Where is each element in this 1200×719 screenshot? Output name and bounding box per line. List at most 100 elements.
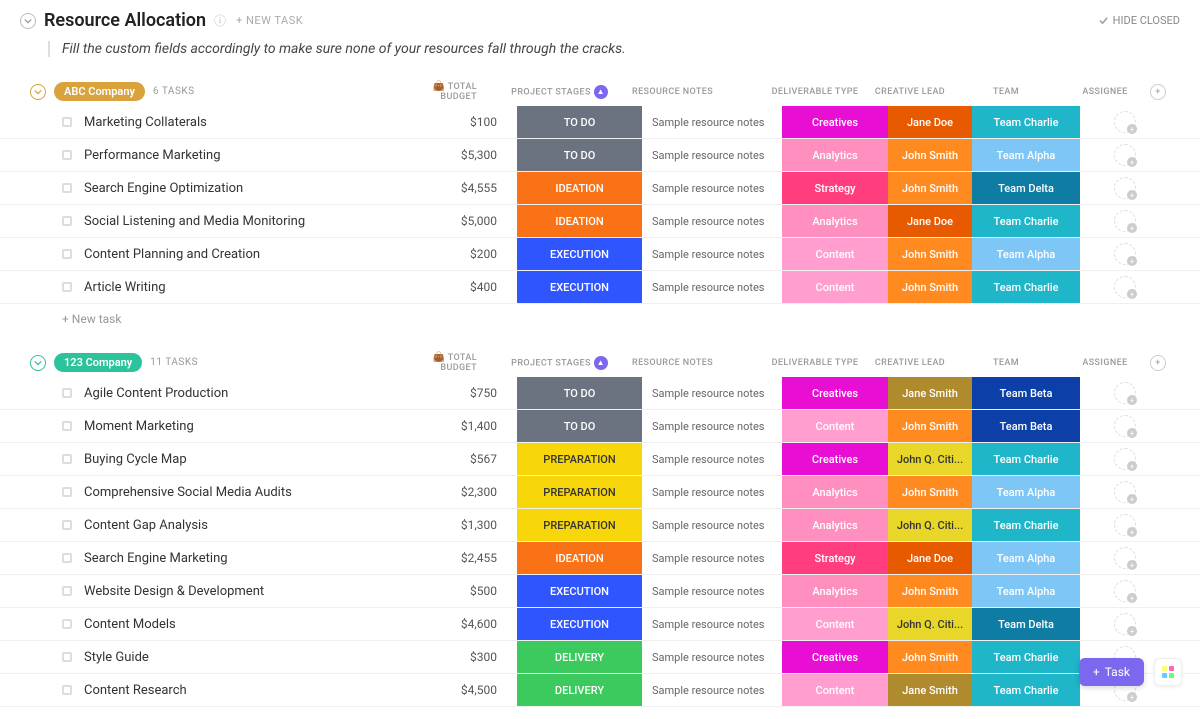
lead-pill[interactable]: John Smith — [888, 172, 972, 204]
task-budget[interactable]: $5,000 — [427, 205, 517, 237]
stage-pill[interactable]: IDEATION — [517, 205, 642, 237]
notes-cell[interactable]: Sample resource notes — [642, 238, 782, 270]
task-row[interactable]: Content Gap Analysis $1,300 PREPARATION … — [0, 509, 1200, 542]
status-checkbox[interactable] — [62, 216, 72, 226]
task-row[interactable]: Article Writing $400 EXECUTION Sample re… — [0, 271, 1200, 304]
assignee-cell[interactable] — [1080, 271, 1170, 303]
col-assignee[interactable]: ASSIGNEE — [1060, 358, 1150, 368]
task-name[interactable]: Content Planning and Creation — [84, 247, 260, 262]
assignee-cell[interactable] — [1080, 238, 1170, 270]
task-name[interactable]: Content Models — [84, 617, 176, 632]
notes-cell[interactable]: Sample resource notes — [642, 410, 782, 442]
assignee-cell[interactable] — [1080, 443, 1170, 475]
add-column[interactable]: + — [1150, 84, 1180, 100]
assignee-placeholder-icon[interactable] — [1114, 547, 1136, 569]
assignee-placeholder-icon[interactable] — [1114, 481, 1136, 503]
assignee-placeholder-icon[interactable] — [1114, 210, 1136, 232]
task-name[interactable]: Search Engine Optimization — [84, 181, 243, 196]
col-assignee[interactable]: ASSIGNEE — [1060, 87, 1150, 97]
team-pill[interactable]: Team Charlie — [972, 674, 1080, 706]
group-badge[interactable]: ABC Company — [54, 82, 145, 101]
task-budget[interactable]: $100 — [427, 106, 517, 138]
stage-pill[interactable]: PREPARATION — [517, 509, 642, 541]
task-row[interactable]: Agile Content Production $750 TO DO Samp… — [0, 377, 1200, 410]
lead-pill[interactable]: Jane Smith — [888, 674, 972, 706]
deliverable-pill[interactable]: Analytics — [782, 575, 888, 607]
lead-pill[interactable]: John Smith — [888, 139, 972, 171]
assignee-placeholder-icon[interactable] — [1114, 144, 1136, 166]
team-pill[interactable]: Team Alpha — [972, 238, 1080, 270]
status-checkbox[interactable] — [62, 183, 72, 193]
task-row[interactable]: Website Design & Development $500 EXECUT… — [0, 575, 1200, 608]
group-badge[interactable]: 123 Company — [54, 353, 142, 372]
col-notes[interactable]: RESOURCE NOTES — [622, 358, 762, 368]
status-checkbox[interactable] — [62, 652, 72, 662]
assignee-placeholder-icon[interactable] — [1114, 415, 1136, 437]
assignee-cell[interactable] — [1080, 608, 1170, 640]
team-pill[interactable]: Team Charlie — [972, 205, 1080, 237]
task-budget[interactable]: $567 — [427, 443, 517, 475]
task-row[interactable]: Comprehensive Social Media Audits $2,300… — [0, 476, 1200, 509]
deliverable-pill[interactable]: Content — [782, 608, 888, 640]
deliverable-pill[interactable]: Strategy — [782, 172, 888, 204]
stage-pill[interactable]: PREPARATION — [517, 476, 642, 508]
task-name[interactable]: Performance Marketing — [84, 148, 221, 163]
team-pill[interactable]: Team Alpha — [972, 139, 1080, 171]
stage-pill[interactable]: TO DO — [517, 139, 642, 171]
deliverable-pill[interactable]: Analytics — [782, 205, 888, 237]
lead-pill[interactable]: Jane Doe — [888, 542, 972, 574]
notes-cell[interactable]: Sample resource notes — [642, 641, 782, 673]
task-row[interactable]: Social Listening and Media Monitoring $5… — [0, 205, 1200, 238]
team-pill[interactable]: Team Beta — [972, 410, 1080, 442]
task-name[interactable]: Article Writing — [84, 280, 166, 295]
task-budget[interactable]: $5,300 — [427, 139, 517, 171]
status-checkbox[interactable] — [62, 421, 72, 431]
assignee-cell[interactable] — [1080, 476, 1170, 508]
stage-pill[interactable]: PREPARATION — [517, 443, 642, 475]
notes-cell[interactable]: Sample resource notes — [642, 377, 782, 409]
new-task-button[interactable]: + NEW TASK — [236, 14, 303, 27]
task-name[interactable]: Comprehensive Social Media Audits — [84, 485, 292, 500]
task-name[interactable]: Social Listening and Media Monitoring — [84, 214, 305, 229]
lead-pill[interactable]: John Smith — [888, 410, 972, 442]
assignee-cell[interactable] — [1080, 377, 1170, 409]
col-team[interactable]: TEAM — [952, 87, 1060, 97]
notes-cell[interactable]: Sample resource notes — [642, 172, 782, 204]
group-collapse-toggle[interactable] — [30, 84, 46, 100]
notes-cell[interactable]: Sample resource notes — [642, 139, 782, 171]
notes-cell[interactable]: Sample resource notes — [642, 608, 782, 640]
lead-pill[interactable]: Jane Doe — [888, 106, 972, 138]
status-checkbox[interactable] — [62, 388, 72, 398]
stage-pill[interactable]: EXECUTION — [517, 608, 642, 640]
deliverable-pill[interactable]: Content — [782, 674, 888, 706]
task-budget[interactable]: $4,500 — [427, 674, 517, 706]
deliverable-pill[interactable]: Analytics — [782, 476, 888, 508]
team-pill[interactable]: Team Alpha — [972, 542, 1080, 574]
stage-pill[interactable]: EXECUTION — [517, 575, 642, 607]
col-budget[interactable]: 👜TOTAL BUDGET — [407, 352, 497, 373]
lead-pill[interactable]: Jane Doe — [888, 205, 972, 237]
team-pill[interactable]: Team Charlie — [972, 443, 1080, 475]
notes-cell[interactable]: Sample resource notes — [642, 106, 782, 138]
team-pill[interactable]: Team Charlie — [972, 641, 1080, 673]
status-checkbox[interactable] — [62, 553, 72, 563]
create-task-fab[interactable]: + Task — [1079, 658, 1144, 686]
notes-cell[interactable]: Sample resource notes — [642, 674, 782, 706]
group-collapse-toggle[interactable] — [30, 355, 46, 371]
assignee-placeholder-icon[interactable] — [1114, 613, 1136, 635]
deliverable-pill[interactable]: Analytics — [782, 509, 888, 541]
deliverable-pill[interactable]: Creatives — [782, 106, 888, 138]
status-checkbox[interactable] — [62, 249, 72, 259]
task-budget[interactable]: $2,300 — [427, 476, 517, 508]
collapse-all-toggle[interactable] — [20, 13, 36, 29]
task-name[interactable]: Website Design & Development — [84, 584, 264, 599]
status-checkbox[interactable] — [62, 586, 72, 596]
notes-cell[interactable]: Sample resource notes — [642, 271, 782, 303]
notes-cell[interactable]: Sample resource notes — [642, 575, 782, 607]
status-checkbox[interactable] — [62, 685, 72, 695]
col-lead[interactable]: CREATIVE LEAD — [868, 358, 952, 368]
assignee-cell[interactable] — [1080, 542, 1170, 574]
assignee-cell[interactable] — [1080, 106, 1170, 138]
task-row[interactable]: Marketing Collaterals $100 TO DO Sample … — [0, 106, 1200, 139]
assignee-placeholder-icon[interactable] — [1114, 514, 1136, 536]
